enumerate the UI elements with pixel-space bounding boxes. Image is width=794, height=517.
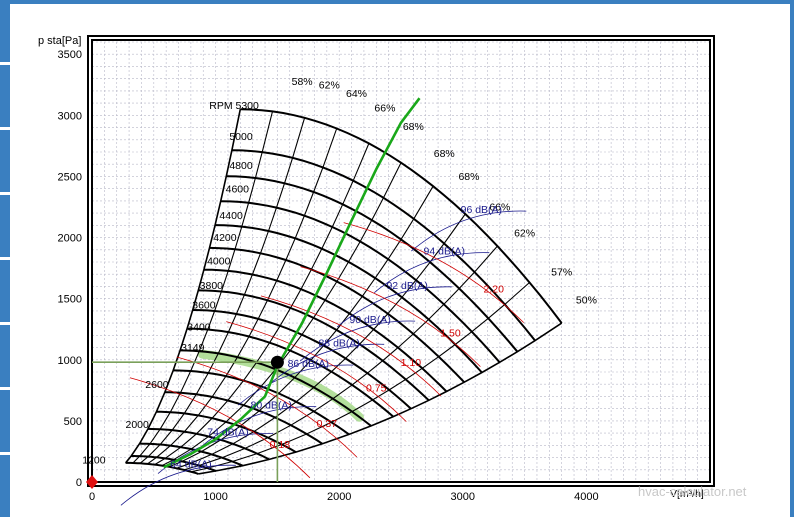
- noise-curve: [299, 320, 416, 362]
- chart-grid: [91, 41, 711, 483]
- noise-curve: [336, 286, 453, 328]
- noise-curve: [238, 364, 354, 406]
- origin-marker-icon: [86, 475, 98, 489]
- fan-performance-chart: 0 1000 2000 3000 4000 0 500 1000 1500 2000 2500 300…: [38, 35, 747, 506]
- left-accent-divider: [0, 322, 10, 325]
- rpm-label: 4200: [213, 232, 237, 244]
- y-tick-label: 2000: [58, 233, 82, 245]
- rpm-label: 3149: [181, 342, 205, 354]
- efficiency-label: 50%: [576, 295, 597, 307]
- power-curve: [343, 222, 524, 323]
- efficiency-line: [154, 143, 370, 466]
- y-tick-label: 500: [64, 416, 82, 428]
- fan-chart-panel: 0 1000 2000 3000 4000 0 500 1000 1500 2000 2500 300…: [10, 4, 790, 517]
- noise-label: 96 dB(A): [461, 204, 502, 216]
- rpm-label: 4800: [229, 160, 253, 172]
- efficiency-line: [168, 185, 434, 468]
- left-accent-divider: [0, 452, 10, 455]
- left-accent-divider: [0, 387, 10, 390]
- rpm-label: 5000: [229, 131, 253, 143]
- y-tick-label: 3000: [58, 110, 82, 122]
- efficiency-label: 68%: [403, 121, 424, 133]
- chart-axes: 0 1000 2000 3000 4000 0 500 1000 1500 2000 2500 300…: [58, 49, 599, 503]
- power-label: 1.10: [401, 357, 422, 369]
- efficiency-line: [190, 282, 530, 473]
- power-curve: [226, 321, 407, 422]
- efficiency-line: [132, 111, 274, 464]
- system-curve: [163, 97, 421, 469]
- power-label: 0.18: [270, 439, 291, 451]
- noise-curve: [120, 464, 236, 506]
- efficiency-label: 62%: [514, 227, 535, 239]
- noise-label: 90 dB(A): [349, 314, 390, 326]
- noise-label: 86 dB(A): [288, 358, 329, 370]
- power-label: 1.50: [440, 328, 461, 340]
- right-accent-strip: [790, 0, 794, 517]
- x-tick-label: 0: [89, 491, 95, 503]
- y-tick-label: 1000: [58, 355, 82, 367]
- rpm-label: 3800: [200, 280, 224, 292]
- noise-curve: [411, 210, 527, 252]
- power-curve: [129, 377, 311, 479]
- x-tick-label: 3000: [451, 491, 475, 503]
- operating-point-group: [86, 355, 284, 489]
- noise-label: 88 dB(A): [318, 337, 359, 349]
- y-tick-label: 0: [76, 477, 82, 489]
- top-accent-strip: [0, 0, 794, 4]
- y-tick-label: 2500: [58, 171, 82, 183]
- x-tick-label: 1000: [203, 491, 227, 503]
- noise-curve: [200, 406, 317, 448]
- efficiency-label: 62%: [319, 79, 340, 91]
- noise-label: 80 dB(A): [251, 400, 292, 412]
- y-axis-label: p sta[Pa]: [38, 35, 81, 47]
- noise-label: 92 dB(A): [386, 280, 427, 292]
- operating-point-marker: [270, 355, 284, 369]
- efficiency-label: 58%: [292, 76, 313, 88]
- noise-label: 94 dB(A): [424, 246, 465, 258]
- left-accent-divider: [0, 257, 10, 260]
- frame-inner: [91, 39, 711, 483]
- x-axis-label: V[m³/h]: [670, 488, 704, 500]
- efficiency-label: 66%: [489, 202, 510, 214]
- frame-outer: [87, 35, 715, 487]
- rpm-label: 2600: [145, 379, 169, 391]
- rpm-label: 3600: [192, 299, 216, 311]
- noise-curve: [268, 343, 385, 385]
- power-label: 0.75: [366, 383, 387, 395]
- rpm-label: 4400: [219, 210, 243, 222]
- fan-right-boundary: [198, 322, 563, 475]
- fan-curve-set: [120, 97, 563, 506]
- efficiency-label: 68%: [434, 148, 455, 160]
- noise-label: 64 dB(A): [170, 458, 211, 470]
- efficiency-label: 66%: [374, 103, 395, 115]
- y-tick-label: 3500: [58, 49, 82, 61]
- efficiency-line: [147, 128, 338, 465]
- efficiency-label: 57%: [551, 266, 572, 278]
- rpm-label: 2000: [125, 419, 149, 431]
- efficiency-line: [183, 245, 498, 471]
- rpm-label: 1200: [82, 455, 106, 467]
- rpm-label: 4000: [207, 255, 231, 267]
- left-accent-divider: [0, 127, 10, 130]
- watermark-text: hvac-calculator.net: [638, 484, 747, 499]
- power-label: 2.20: [483, 284, 504, 296]
- x-tick-label: 4000: [574, 491, 598, 503]
- left-accent-divider: [0, 62, 10, 65]
- left-accent-divider: [0, 192, 10, 195]
- curve-labels: RPM 5300 5000 4800 4600 4400 4200 4000 3800 3600…: [82, 76, 597, 471]
- noise-label: 74 dB(A): [207, 427, 248, 439]
- noise-curve: [374, 252, 490, 294]
- efficiency-label: 68%: [458, 171, 479, 183]
- fan-left-boundary: [124, 109, 242, 464]
- power-label: 0.37: [317, 418, 338, 430]
- rpm-label: 4600: [226, 183, 250, 195]
- chart-frame: [87, 35, 715, 487]
- power-curve: [260, 295, 442, 397]
- efficiency-line: [161, 162, 402, 467]
- efficiency-label: 64%: [346, 88, 367, 100]
- rpm-label: 3400: [187, 321, 211, 333]
- rpm-label: RPM 5300: [209, 100, 259, 112]
- x-tick-label: 2000: [327, 491, 351, 503]
- y-tick-label: 1500: [58, 294, 82, 306]
